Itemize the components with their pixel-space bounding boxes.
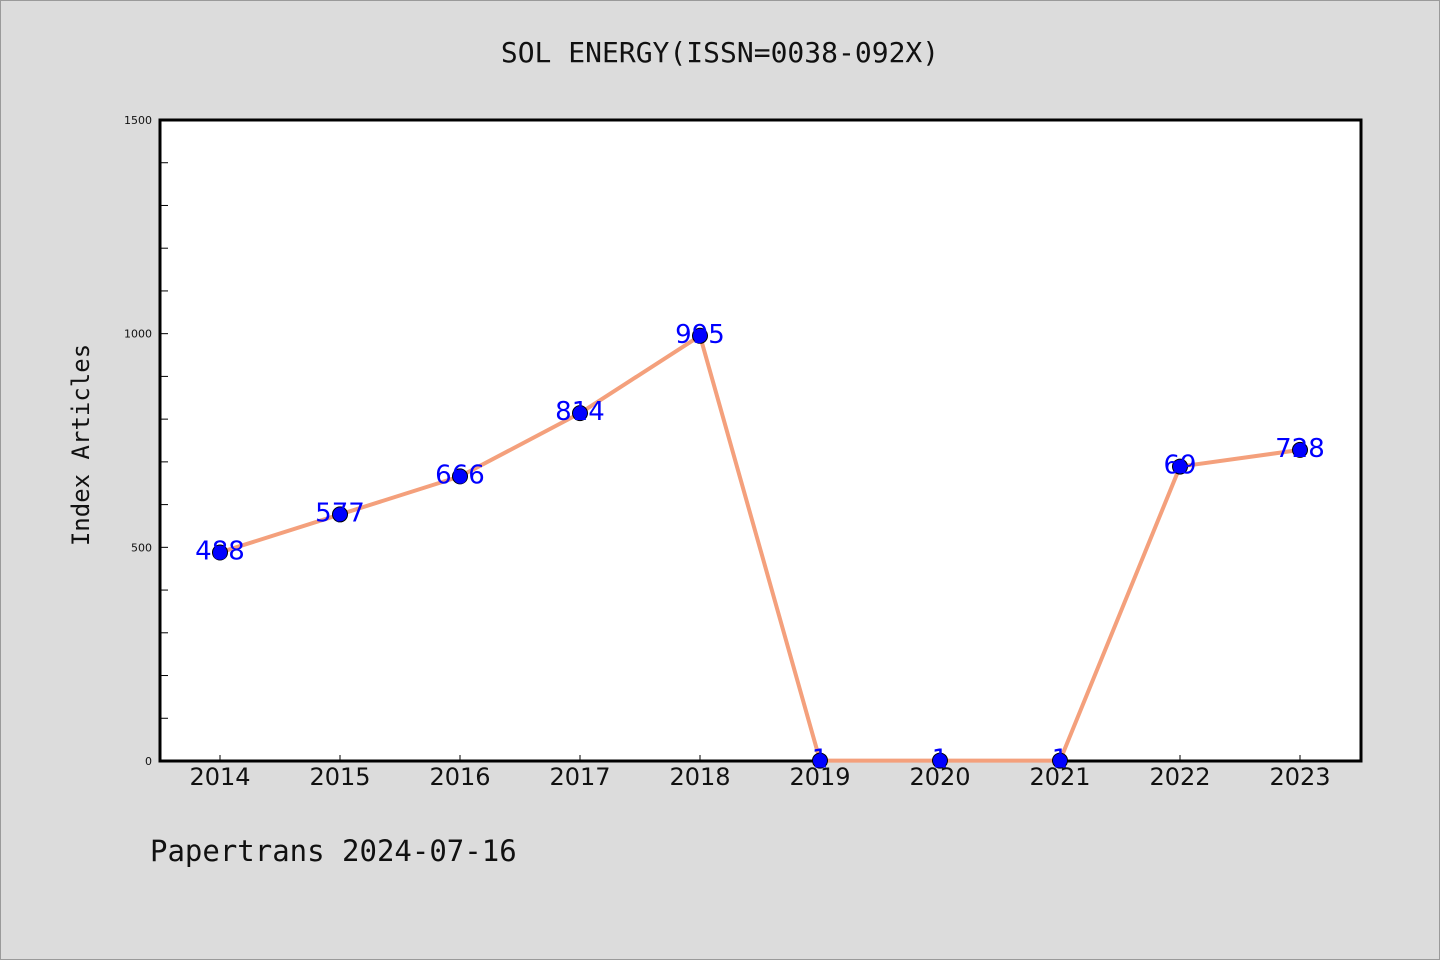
data-label: 1 (812, 745, 829, 775)
data-point (1292, 441, 1308, 458)
x-tick-label: 2014 (189, 763, 250, 791)
data-point (452, 468, 468, 485)
chart-title: SOL ENERGY(ISSN=0038-092X) (500, 36, 940, 69)
markers (212, 327, 1308, 769)
x-tick-label: 2022 (1149, 763, 1210, 791)
data-point (332, 506, 348, 523)
data-point (1172, 458, 1188, 475)
footer-text: Papertrans 2024-07-16 (150, 834, 517, 868)
data-point (1052, 752, 1068, 769)
y-tick-label: 500 (131, 541, 152, 554)
x-axis: 2014 2015 2016 2017 2018 2019 2020 2021 2022 2023 (189, 755, 1331, 791)
data-label: 814 (555, 397, 605, 427)
x-tick-label: 2017 (549, 763, 610, 791)
data-label: 488 (195, 536, 245, 566)
data-labels: 488 577 666 814 995 1 1 1 69 728 (195, 320, 1325, 775)
y-axis-title: Index Articles (67, 344, 95, 546)
data-label: 577 (315, 498, 365, 528)
y-axis: 0 500 1000 1500 (124, 114, 168, 768)
plot-area (158, 118, 1363, 763)
data-label: 1 (1052, 745, 1069, 775)
data-label: 1 (932, 745, 949, 775)
data-label: 728 (1275, 434, 1325, 464)
data-label: 995 (675, 320, 725, 350)
data-point (692, 327, 708, 344)
y-tick-label: 1000 (124, 328, 152, 341)
x-tick-label: 2016 (429, 763, 490, 791)
data-label: 666 (435, 460, 485, 490)
x-tick-label: 2018 (669, 763, 730, 791)
data-point (572, 405, 588, 422)
y-tick-label: 1500 (124, 114, 152, 127)
data-point (212, 544, 228, 561)
series-line (219, 333, 1301, 763)
x-tick-label: 2023 (1269, 763, 1330, 791)
data-point (812, 752, 828, 769)
y-tick-label: 0 (145, 755, 152, 768)
data-label: 69 (1163, 451, 1196, 481)
data-point (932, 752, 948, 769)
x-tick-label: 2015 (309, 763, 370, 791)
